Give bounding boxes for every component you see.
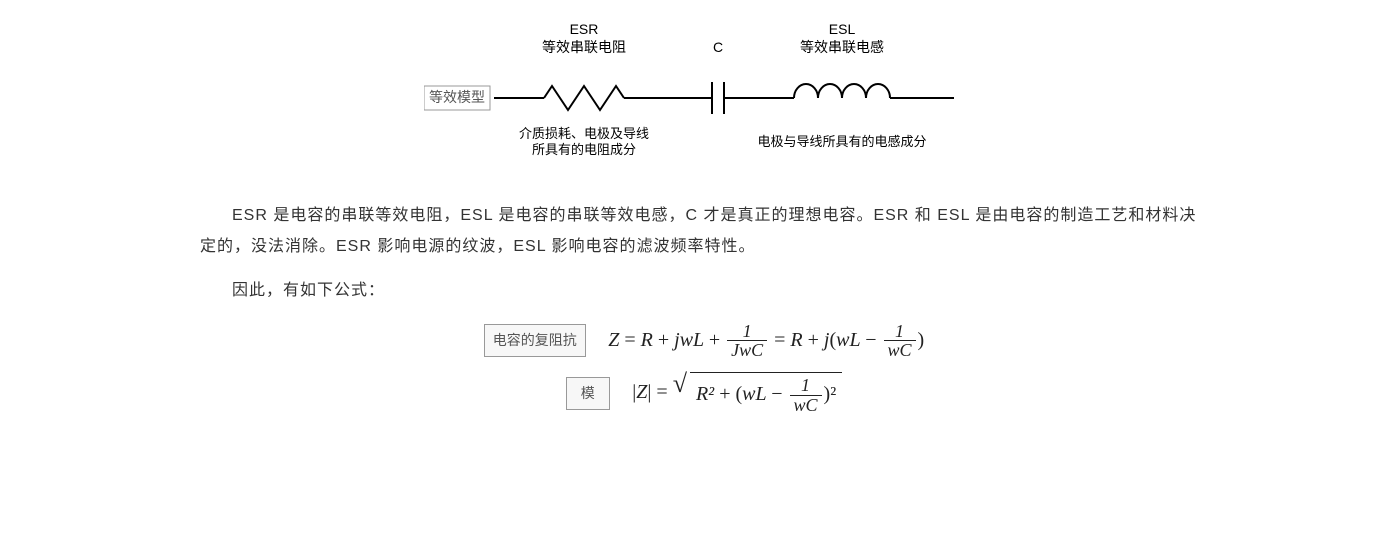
esl-label-2: 等效串联电感 (800, 39, 884, 55)
diagram-box-label: 等效模型 (429, 89, 485, 105)
formula2-expression: |Z| = √ R² + (wL − 1 wC )² (632, 372, 842, 415)
esr-label-2: 等效串联电阻 (542, 39, 626, 55)
esl-label-1: ESL (829, 21, 856, 37)
formula1-expression: Z = R + jwL + 1 JwC = R + j(wL − 1 wC ) (608, 321, 924, 361)
equivalent-model-diagram: 等效模型 ESR 等效串联电阻 C ESL 等效串联电感 介质损耗、电极及导线 … (424, 20, 984, 181)
esl-bottom: 电极与导线所具有的电感成分 (757, 134, 926, 149)
body-paragraph-2: 因此，有如下公式： (200, 276, 1208, 306)
esr-bottom-1: 介质损耗、电极及导线 (519, 126, 649, 141)
esr-label-1: ESR (570, 21, 599, 37)
formula2-box-label: 模 (566, 377, 610, 410)
c-label: C (713, 39, 723, 55)
esr-bottom-2: 所具有的电阻成分 (532, 142, 636, 157)
formula1-box-label: 电容的复阻抗 (484, 324, 586, 357)
formula-modulus: 模 |Z| = √ R² + (wL − 1 wC )² (200, 372, 1208, 415)
formula-impedance: 电容的复阻抗 Z = R + jwL + 1 JwC = R + j(wL − … (200, 321, 1208, 361)
body-paragraph-1: ESR 是电容的串联等效电阻，ESL 是电容的串联等效电感，C 才是真正的理想电… (200, 201, 1208, 262)
